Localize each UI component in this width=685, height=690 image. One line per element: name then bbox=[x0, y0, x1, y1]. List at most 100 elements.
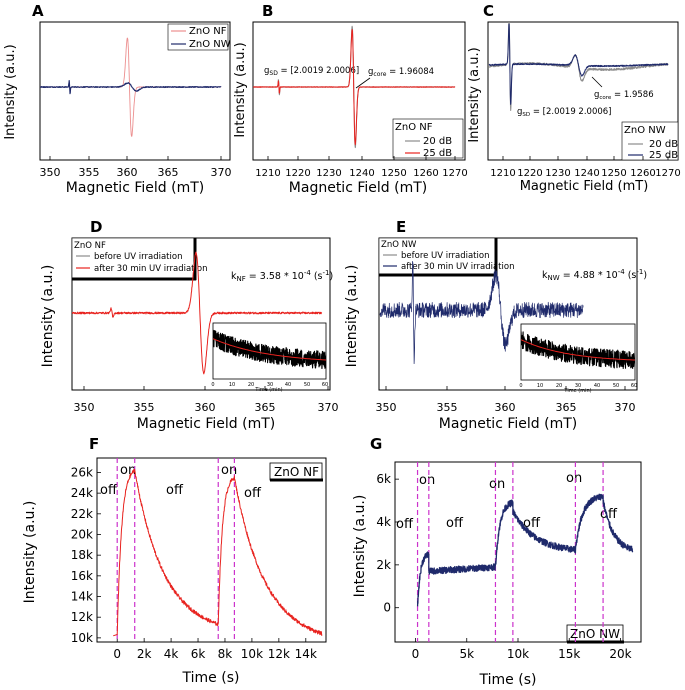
panel-e-inset-fit bbox=[521, 339, 635, 361]
panel-e-legend: ZnO NW before UV irradiation after 30 mi… bbox=[378, 237, 514, 277]
panel-a-series-line-nw bbox=[40, 79, 222, 95]
panel-f-y-tick: 14k bbox=[71, 590, 93, 604]
panel-b-x-tick: 1240 bbox=[349, 168, 374, 179]
panel-e-inset-tick: 30 bbox=[575, 383, 581, 389]
panel-d-x-axis-label: Magnetic Field (mT) bbox=[137, 416, 275, 432]
panel-b-g-core-sub: core bbox=[373, 71, 386, 78]
panel-c-legend-title: ZnO NW bbox=[624, 125, 666, 136]
panel-d-plot-frame bbox=[71, 237, 331, 391]
panel-c: C 1210 1220 1230 1240 1250 1260 1270 Mag… bbox=[467, 2, 681, 194]
panel-a-series bbox=[40, 37, 222, 137]
panel-d-legend-title: ZnO NF bbox=[74, 241, 106, 251]
panel-e-rate-unit-exp: -1 bbox=[636, 268, 643, 276]
panel-d-x-tick: 370 bbox=[318, 401, 339, 414]
panel-f-x-tick: 14k bbox=[295, 647, 317, 661]
panel-a-x-tick: 355 bbox=[79, 166, 100, 179]
panel-b-g-core-symbol: g bbox=[368, 67, 373, 77]
panel-e-tick-marks bbox=[385, 386, 626, 390]
panel-e-inset-x-ticks: 0 10 20 30 40 50 60 bbox=[519, 383, 637, 389]
panel-e-rate-unit: (s bbox=[625, 270, 637, 281]
panel-e-x-tick: 370 bbox=[615, 401, 636, 414]
panel-d-rate-constant: kNF = 3.58 * 10-4 (s-1) bbox=[231, 269, 333, 283]
panel-f-y-tick: 26k bbox=[71, 465, 93, 479]
panel-e-legend-entry: before UV irradiation bbox=[401, 251, 489, 261]
panel-b-legend: ZnO NF 20 dB 25 dB bbox=[392, 118, 464, 159]
panel-d-rate-val: = 3.58 * 10 bbox=[246, 271, 304, 282]
panel-c-x-tick: 1220 bbox=[517, 168, 542, 179]
panel-f-state-label: off bbox=[166, 483, 184, 498]
panel-b: B 1210 1220 1230 1240 1250 1260 1270 Mag… bbox=[233, 2, 468, 196]
panel-b-legend-title: ZnO NF bbox=[395, 122, 433, 133]
panel-f-x-tick: 6k bbox=[191, 647, 206, 661]
panel-a-x-tick: 360 bbox=[117, 166, 138, 179]
panel-d-x-ticks: 350 355 360 365 370 bbox=[74, 401, 339, 414]
panel-b-x-axis-label: Magnetic Field (mT) bbox=[289, 180, 427, 196]
panel-f-state-label: off bbox=[100, 483, 118, 498]
panel-d-legend-entry: before UV irradiation bbox=[94, 252, 182, 262]
panel-f-series-line bbox=[113, 469, 323, 637]
panel-b-series bbox=[253, 25, 456, 149]
panel-d-inset-tick: 30 bbox=[267, 382, 273, 388]
panel-c-g-core-sub: core bbox=[599, 95, 612, 101]
panel-c-x-axis-label: Magnetic Field (mT) bbox=[520, 179, 649, 194]
panel-d-x-tick: 355 bbox=[134, 401, 155, 414]
panel-d-rate-unit-exp: -1 bbox=[322, 269, 329, 277]
panel-e-inset-tick: 40 bbox=[594, 383, 600, 389]
panel-g-x-tick: 20k bbox=[609, 647, 631, 661]
panel-b-g-core-arrow bbox=[355, 77, 371, 89]
panel-d-legend: ZnO NF before UV irradiation after 30 mi… bbox=[71, 237, 207, 281]
panel-a-legend-box bbox=[167, 23, 229, 51]
panel-g-tag-text: ZnO NW bbox=[570, 627, 620, 641]
panel-e-x-tick: 350 bbox=[376, 401, 397, 414]
panel-d-series-line-after bbox=[72, 251, 323, 375]
panel-e-plot-frame bbox=[378, 237, 638, 391]
panel-c-legend-box bbox=[621, 121, 679, 161]
panel-e-rate-val: = 4.88 * 10 bbox=[560, 270, 618, 281]
panel-c-g-core-val: = 1.9586 bbox=[611, 90, 653, 100]
panel-f-x-tick: 4k bbox=[164, 647, 179, 661]
panel-g-series-line bbox=[416, 493, 634, 607]
panel-e-inset-tick: 0 bbox=[519, 383, 522, 389]
panel-g-state-label: off bbox=[523, 516, 541, 531]
panel-e-rate-constant: kNW = 4.88 * 10-4 (s-1) bbox=[542, 268, 647, 282]
chart-marks: 0 2k 4k 6k 8k 10k 12k 14k10k12k14k16k18k20k22k2… bbox=[40, 22, 669, 661]
panel-c-legend-entry: 25 dB bbox=[649, 150, 678, 161]
panel-a-legend-entry: ZnO NF bbox=[189, 26, 227, 37]
panel-c-legend-entry: 20 dB bbox=[649, 139, 678, 150]
panel-c-g-sd-text: gSD = [2.0019 2.0006] bbox=[517, 107, 611, 118]
panel-f-series bbox=[113, 469, 323, 637]
panel-f-y-tick: 12k bbox=[71, 610, 93, 624]
panel-g-x-tick: 5k bbox=[459, 647, 474, 661]
panel-d-inset-data bbox=[213, 329, 326, 370]
panel-b-g-sd-val: = [2.0019 2.0006] bbox=[278, 66, 359, 76]
panel-d-rate-k: k bbox=[231, 271, 237, 282]
panel-g-tag: ZnO NW bbox=[566, 624, 624, 644]
panel-c-x-tick: 1270 bbox=[655, 168, 680, 179]
panel-c-tick-marks bbox=[502, 156, 669, 160]
panel-c-g-core-arrow bbox=[591, 76, 603, 88]
panel-g-x-tick: 15k bbox=[558, 647, 580, 661]
panel-b-g-sd-sub: SD bbox=[269, 70, 278, 77]
panel-e-x-tick: 365 bbox=[556, 401, 577, 414]
panel-g-plot-frame bbox=[394, 461, 642, 643]
panel-b-x-ticks: 1210 1220 1230 1240 1250 1260 1270 bbox=[255, 168, 467, 179]
panel-a: A 350 355 360 365 370 Magnetic Field (mT… bbox=[3, 2, 232, 196]
panel-g-y-tick: 0 bbox=[383, 601, 391, 615]
panel-b-g-core-text: gcore = 1.96084 bbox=[368, 67, 434, 78]
panel-letter-c: C bbox=[483, 2, 494, 20]
panel-b-g-sd-symbol: g bbox=[264, 66, 269, 76]
panel-e-rate-k: k bbox=[542, 270, 548, 281]
panel-f-x-tick: 0 bbox=[113, 647, 121, 661]
panel-d-x-tick: 360 bbox=[195, 401, 216, 414]
panel-f-state-label: on bbox=[120, 463, 136, 478]
panel-b-g-core-val: = 1.96084 bbox=[386, 67, 434, 77]
panel-a-x-tick: 365 bbox=[158, 166, 179, 179]
panel-b-g-core-annotation: gcore = 1.96084 bbox=[355, 67, 434, 89]
panel-c-g-sd-val: = [2.0019 2.0006] bbox=[530, 107, 611, 117]
panel-c-x-tick: 1240 bbox=[574, 168, 599, 179]
panel-c-x-ticks: 1210 1220 1230 1240 1250 1260 1270 bbox=[490, 168, 680, 179]
panel-d-x-tick: 365 bbox=[255, 401, 276, 414]
panel-d-inset-x-ticks: 0 10 20 30 40 50 60 bbox=[211, 382, 328, 388]
panel-c-g-core-annotation: gcore = 1.9586 bbox=[591, 76, 654, 101]
panel-c-series bbox=[488, 22, 669, 111]
